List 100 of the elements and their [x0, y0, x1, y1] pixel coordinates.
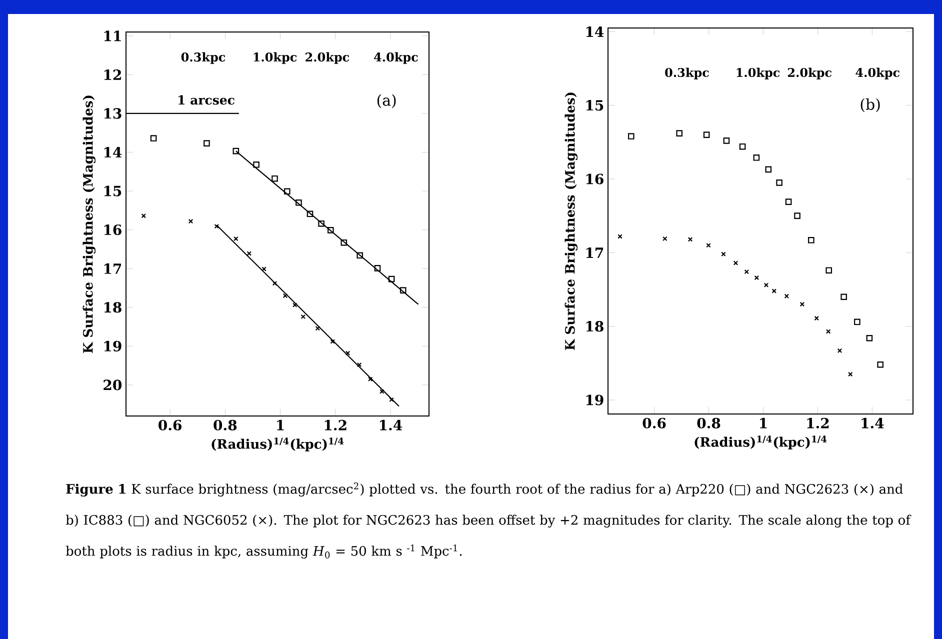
- x-axis-title: (Radius)$^{1/4}$(kpc)$^{1/4}$: [694, 436, 827, 450]
- point: [234, 236, 238, 242]
- y-axis-title: K Surface Brightness (Magnitudes): [82, 96, 96, 353]
- point: [764, 282, 769, 288]
- point: [345, 350, 350, 356]
- y-tick-label: 19: [104, 340, 122, 352]
- point: [262, 266, 266, 272]
- y-tick-label: 14: [586, 26, 604, 37]
- annotation: 1.0kpc: [736, 68, 780, 80]
- point: [328, 227, 334, 234]
- x-tick-label: 1: [760, 418, 767, 428]
- point: [733, 260, 738, 266]
- point: [800, 302, 805, 307]
- annotation: 2.0kpc: [306, 52, 350, 64]
- annotation: 4.0kpc: [374, 52, 418, 64]
- annotation: (a): [377, 94, 396, 108]
- point: [246, 251, 252, 256]
- x-tick-label: 1.2: [324, 420, 346, 430]
- point: [272, 280, 278, 286]
- x-tick-label: 1.2: [807, 418, 829, 428]
- point: [388, 276, 395, 282]
- point: [253, 161, 260, 168]
- point: [808, 236, 814, 244]
- point: [368, 376, 373, 382]
- point: [739, 143, 746, 150]
- y-tick-label: 19: [586, 394, 604, 406]
- point: [356, 252, 364, 259]
- point: [340, 239, 348, 246]
- point: [703, 132, 710, 138]
- y-tick-label: 12: [104, 69, 121, 80]
- y-tick-label: 15: [104, 186, 122, 196]
- point: [776, 180, 782, 186]
- point: [754, 275, 760, 280]
- point: [282, 293, 288, 298]
- y-tick-label: 18: [586, 321, 604, 332]
- point: [744, 269, 750, 274]
- text: Figure 1 K surface brightness (mag/arcsec$^{2}$) plotted vs. the fourth root of the radius for a) Arp220 (□) and NGC2623 (×) and b) IC883 (□) and NGC6052 (×). The plot for NGC2623 has been offset by +2 magnitudes for clarity. The scale along the top of both plots is radius in kpc, assuming H$_{0}$ = 50 km s $^{-1}$ Mpc$^{-1}$.: [66, 482, 912, 559]
- point: [284, 188, 290, 195]
- point: [356, 362, 362, 368]
- point: [676, 130, 682, 136]
- point: [300, 314, 306, 320]
- point: [794, 212, 800, 219]
- y-tick-label: 17: [586, 247, 604, 258]
- x-tick-label: 0.6: [642, 418, 666, 428]
- y-tick-label: 14: [104, 147, 122, 158]
- point: [688, 237, 693, 242]
- point: [141, 213, 146, 218]
- point: [374, 265, 381, 272]
- point: [380, 389, 384, 394]
- x-tick-label: 1.4: [862, 418, 884, 428]
- point: [723, 138, 730, 144]
- point: [232, 148, 240, 154]
- y-tick-label: 17: [104, 263, 122, 274]
- point: [628, 133, 634, 140]
- y-tick-label: 18: [104, 302, 122, 313]
- annotation: (b): [860, 98, 880, 112]
- x-tick-label: 0.6: [158, 420, 182, 430]
- point: [848, 372, 853, 377]
- point: [784, 294, 790, 299]
- y-tick-label: 11: [104, 30, 121, 42]
- x-tick-label: 1.4: [380, 420, 402, 430]
- point: [814, 316, 819, 321]
- x-axis-title: (Radius)$^{1/4}$(kpc)$^{1/4}$: [212, 438, 344, 452]
- annotation: 1 arcsec: [178, 95, 234, 105]
- annotation: 0.3kpc: [665, 68, 709, 80]
- y-tick-label: 15: [586, 100, 604, 111]
- point: [214, 224, 220, 229]
- x-tick-label: 0.8: [697, 418, 720, 428]
- point: [150, 135, 157, 142]
- point: [204, 140, 210, 146]
- point: [389, 397, 394, 402]
- point: [866, 334, 873, 342]
- point: [840, 294, 847, 300]
- point: [306, 210, 314, 218]
- annotation: 2.0kpc: [788, 68, 832, 80]
- point: [330, 339, 335, 344]
- y-tick-label: 13: [104, 108, 122, 119]
- point: [400, 287, 406, 294]
- y-axis-title: K Surface Brightness (Magnitudes): [564, 92, 578, 350]
- point: [272, 175, 278, 182]
- point: [854, 318, 860, 326]
- y-tick-label: 20: [104, 380, 122, 390]
- point: [292, 302, 298, 308]
- x-tick-label: 0.8: [214, 420, 237, 430]
- point: [318, 220, 324, 227]
- point: [721, 252, 726, 257]
- point: [877, 361, 884, 368]
- annotation: 4.0kpc: [856, 68, 900, 80]
- point: [315, 326, 320, 331]
- point: [772, 288, 777, 294]
- annotation: 1.0kpc: [254, 52, 297, 64]
- point: [765, 166, 772, 173]
- point: [826, 267, 832, 274]
- point: [753, 154, 760, 161]
- point: [826, 329, 831, 334]
- point: [662, 236, 668, 242]
- point: [837, 348, 842, 354]
- point: [188, 218, 194, 224]
- point: [618, 234, 622, 239]
- annotation: 0.3kpc: [181, 52, 226, 64]
